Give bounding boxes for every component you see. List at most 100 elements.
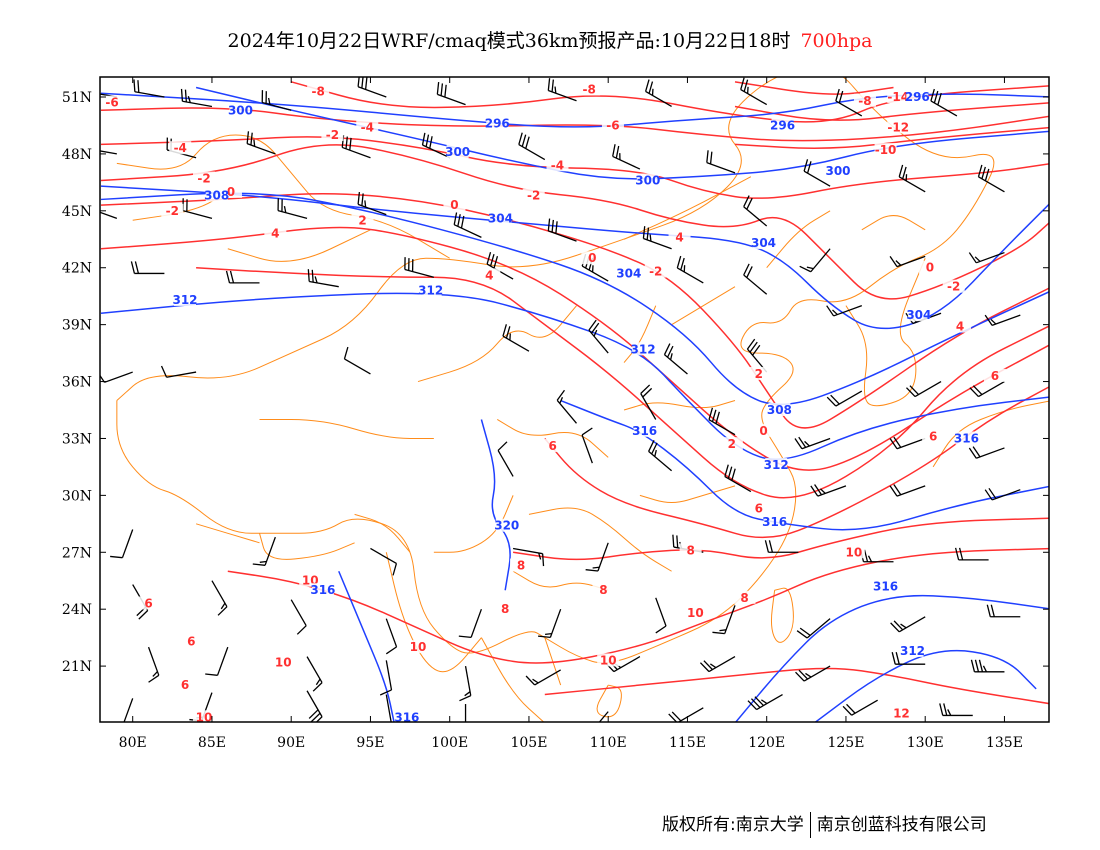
barb-flag bbox=[648, 440, 655, 452]
barb-flag bbox=[805, 672, 812, 678]
temperature-contour-label-bg bbox=[174, 678, 197, 692]
barb-staff bbox=[306, 656, 323, 683]
temperature-contour-label: 0 bbox=[759, 424, 767, 438]
temperature-contour-label-bg bbox=[137, 596, 160, 610]
barb-flag bbox=[556, 389, 566, 401]
barb-flag bbox=[842, 705, 853, 716]
barb-flag bbox=[518, 132, 523, 145]
height-contour-label-bg bbox=[771, 118, 794, 132]
barb-flag bbox=[493, 256, 499, 269]
barb-flag bbox=[826, 305, 835, 317]
wind-barb bbox=[512, 547, 545, 567]
barb-flag bbox=[581, 427, 593, 436]
wind-barb bbox=[889, 255, 926, 268]
height-contour-label-bg bbox=[906, 90, 929, 103]
temperature-contour-label: 8 bbox=[740, 591, 748, 605]
barb-flag bbox=[715, 411, 720, 424]
temperature-contour-label-bg bbox=[887, 120, 910, 134]
wind-barb bbox=[458, 608, 483, 639]
barb-flag bbox=[205, 673, 218, 676]
wind-barb bbox=[581, 427, 593, 464]
wind-barb bbox=[724, 464, 752, 493]
barb-flag bbox=[969, 387, 979, 398]
barb-staff bbox=[978, 380, 1005, 398]
height-contour-label-bg bbox=[907, 308, 930, 322]
height-contour-label: 300 bbox=[228, 103, 253, 117]
temperature-contour-label: -2 bbox=[649, 265, 662, 279]
wind-barb bbox=[826, 390, 863, 407]
height-contour-label-bg bbox=[617, 266, 640, 280]
barb-flag bbox=[990, 318, 997, 325]
barb-flag bbox=[525, 136, 530, 149]
temperature-contour-label: 10 bbox=[846, 545, 863, 559]
wind-barb bbox=[130, 261, 165, 275]
height-contour-label-bg bbox=[827, 163, 850, 177]
temperature-contour-label: 4 bbox=[271, 227, 279, 241]
barb-flag bbox=[502, 324, 507, 337]
temperature-contours bbox=[100, 81, 1049, 705]
temperature-contour-label-bg bbox=[887, 90, 910, 103]
temperature-contour-label: 12 bbox=[893, 707, 910, 721]
wind-barb bbox=[100, 150, 117, 155]
barb-flag bbox=[889, 438, 898, 450]
barb-flag bbox=[968, 447, 977, 459]
barb-staff bbox=[290, 599, 307, 627]
height-contour-line bbox=[480, 419, 511, 591]
barb-flag bbox=[551, 219, 554, 233]
wind-barb bbox=[421, 132, 450, 159]
wind-barb bbox=[968, 446, 1005, 459]
barb-flag bbox=[541, 553, 545, 567]
wind-barb bbox=[795, 665, 831, 682]
barb-flag bbox=[585, 569, 599, 572]
temperature-contour-label: 8 bbox=[599, 583, 607, 597]
barb-staff bbox=[724, 476, 752, 493]
barb-flag bbox=[832, 309, 838, 316]
barb-flag bbox=[453, 212, 458, 225]
barb-flag bbox=[612, 144, 616, 157]
lon-tick-label: 85E bbox=[198, 735, 226, 751]
border-line bbox=[227, 229, 371, 262]
barb-flag bbox=[750, 698, 761, 709]
lat-tick-label: 45N bbox=[62, 204, 92, 220]
height-contour-label-bg bbox=[768, 403, 791, 417]
wind-barb bbox=[404, 257, 435, 278]
wind-barb bbox=[930, 88, 958, 117]
wind-barb bbox=[357, 77, 387, 98]
wind-barb bbox=[585, 542, 609, 572]
barb-staff bbox=[518, 144, 546, 161]
border-line bbox=[861, 215, 926, 231]
barb-staff bbox=[801, 437, 831, 450]
barb-flag bbox=[312, 682, 323, 692]
height-contour-label: 308 bbox=[204, 189, 229, 203]
barb-flag bbox=[754, 696, 764, 707]
barb-flag bbox=[444, 84, 447, 98]
wind-barb bbox=[986, 604, 1021, 618]
barb-flag bbox=[902, 166, 907, 180]
barb-flag bbox=[361, 77, 364, 89]
temperature-contour-line bbox=[100, 136, 1049, 199]
barb-staff bbox=[706, 162, 736, 174]
barb-flag bbox=[134, 261, 140, 274]
height-contour-label-bg bbox=[874, 579, 897, 593]
barb-staff bbox=[640, 393, 657, 420]
wind-barb bbox=[954, 547, 989, 561]
wind-barb bbox=[211, 580, 228, 616]
barb-flag bbox=[794, 438, 803, 450]
barb-staff bbox=[833, 305, 863, 317]
border-line bbox=[623, 305, 657, 363]
barb-flag bbox=[826, 396, 837, 407]
temperature-contour-label-bg bbox=[581, 251, 604, 265]
wind-barb bbox=[642, 226, 672, 250]
temperature-contour-label: 4 bbox=[485, 268, 493, 282]
barb-flag bbox=[580, 726, 591, 731]
temperature-contour-label: 10 bbox=[600, 653, 617, 667]
temperature-contour-label-bg bbox=[193, 171, 216, 185]
wind-barb bbox=[547, 218, 577, 242]
temperature-contour-label-bg bbox=[351, 213, 374, 227]
temperature-contour-label-bg bbox=[747, 366, 770, 380]
barb-flag bbox=[895, 260, 902, 266]
wind-barb bbox=[668, 707, 704, 722]
barb-flag bbox=[489, 254, 495, 267]
barb-staff bbox=[100, 150, 117, 155]
lon-tick-label: 120E bbox=[748, 735, 785, 751]
